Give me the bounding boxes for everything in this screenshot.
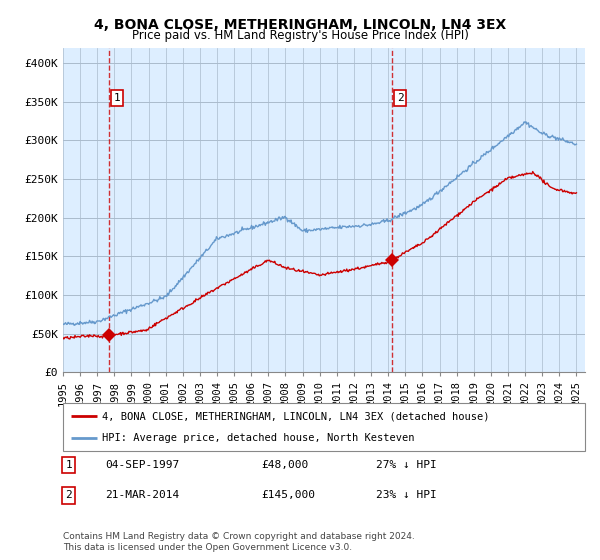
Text: HPI: Average price, detached house, North Kesteven: HPI: Average price, detached house, Nort… <box>102 433 415 443</box>
Text: 1: 1 <box>114 93 121 103</box>
Text: 23% ↓ HPI: 23% ↓ HPI <box>376 491 437 501</box>
FancyBboxPatch shape <box>63 403 585 451</box>
Text: 04-SEP-1997: 04-SEP-1997 <box>105 460 179 470</box>
Text: £145,000: £145,000 <box>262 491 316 501</box>
Text: Price paid vs. HM Land Registry's House Price Index (HPI): Price paid vs. HM Land Registry's House … <box>131 29 469 42</box>
Text: 2: 2 <box>397 93 404 103</box>
Text: 4, BONA CLOSE, METHERINGHAM, LINCOLN, LN4 3EX: 4, BONA CLOSE, METHERINGHAM, LINCOLN, LN… <box>94 18 506 32</box>
Text: Contains HM Land Registry data © Crown copyright and database right 2024.
This d: Contains HM Land Registry data © Crown c… <box>63 532 415 552</box>
Text: 1: 1 <box>65 460 73 470</box>
Text: 4, BONA CLOSE, METHERINGHAM, LINCOLN, LN4 3EX (detached house): 4, BONA CLOSE, METHERINGHAM, LINCOLN, LN… <box>102 411 490 421</box>
Text: £48,000: £48,000 <box>262 460 308 470</box>
Text: 2: 2 <box>65 491 73 501</box>
Text: 21-MAR-2014: 21-MAR-2014 <box>105 491 179 501</box>
Text: 27% ↓ HPI: 27% ↓ HPI <box>376 460 437 470</box>
